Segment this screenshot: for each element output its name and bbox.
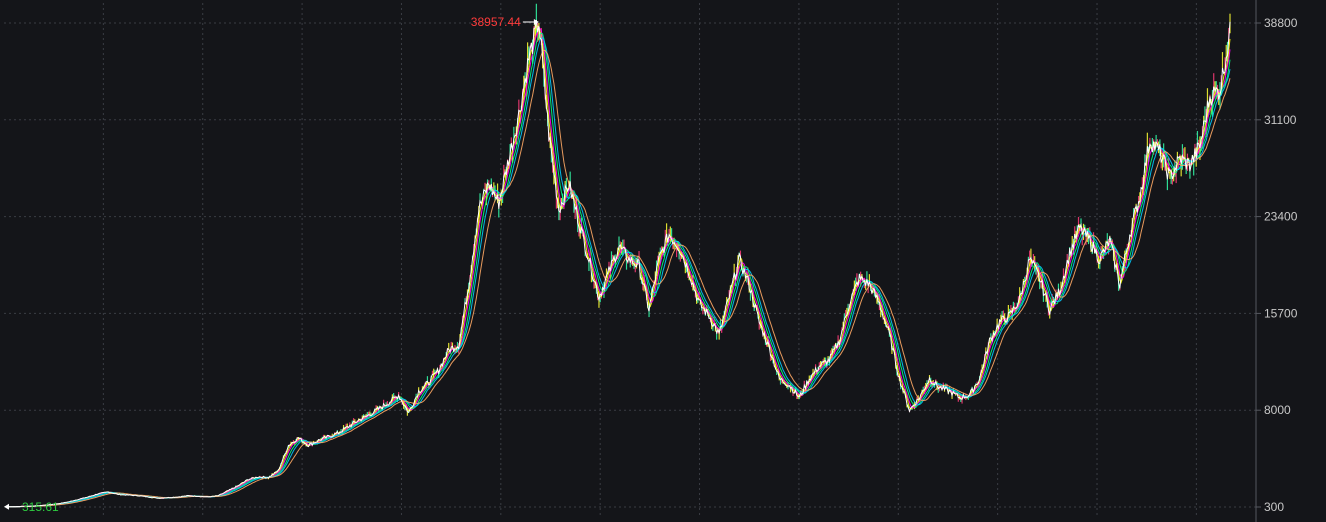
moving-average-line-ma5: [8, 24, 1231, 508]
y-axis: 38800 31100 23400 15700 8000 300: [1255, 0, 1298, 522]
y-tick-label: 8000: [1264, 403, 1291, 417]
y-tick-label: 23400: [1264, 210, 1298, 224]
moving-average-line-ma10: [8, 25, 1231, 508]
price-line: [8, 19, 1231, 508]
high-marker-arrowhead: [533, 19, 539, 25]
y-tick-label: 15700: [1264, 306, 1298, 320]
moving-average-line-ma20: [8, 32, 1231, 508]
y-tick-label: 38800: [1264, 16, 1298, 30]
y-tick-label: 300: [1264, 500, 1284, 514]
y-tick-label: 31100: [1264, 113, 1297, 127]
low-marker-arrowhead: [4, 503, 9, 510]
gridlines: [4, 3, 1256, 517]
low-marker-label: 315.61: [22, 500, 59, 514]
high-marker-label: 38957.44: [471, 15, 521, 29]
price-series-group: [7, 3, 1231, 508]
moving-average-line-ma60: [8, 49, 1231, 508]
extreme-markers: 38957.44 315.61: [4, 15, 539, 514]
